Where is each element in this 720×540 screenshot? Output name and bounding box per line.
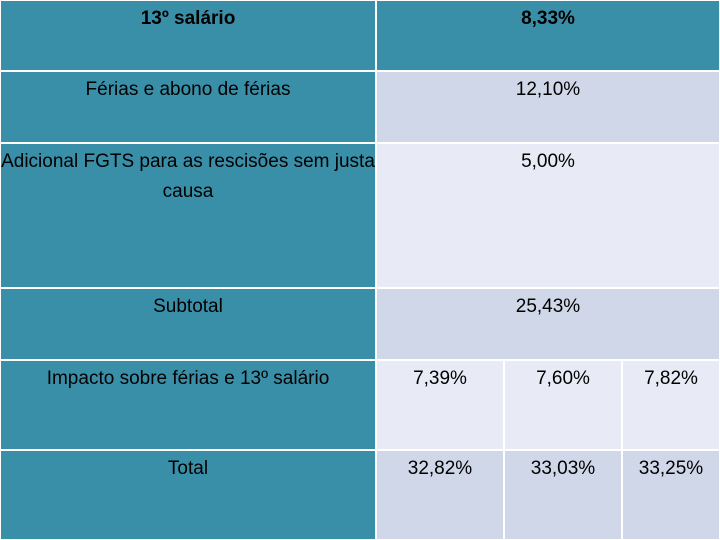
- row-value-impacto-2: 7,60%: [504, 360, 622, 450]
- row-value-fgts: 5,00%: [376, 143, 720, 288]
- row-value-ferias: 12,10%: [376, 71, 720, 143]
- row-value-total-1: 32,82%: [376, 450, 504, 540]
- row-value-13-salario: 8,33%: [376, 0, 720, 71]
- row-value-total-2: 33,03%: [504, 450, 622, 540]
- row-label-subtotal: Subtotal: [0, 288, 376, 360]
- row-value-total-3: 33,25%: [622, 450, 720, 540]
- row-label-impacto: Impacto sobre férias e 13º salário: [0, 360, 376, 450]
- row-label-ferias: Férias e abono de férias: [0, 71, 376, 143]
- row-label-total: Total: [0, 450, 376, 540]
- row-value-subtotal: 25,43%: [376, 288, 720, 360]
- row-label-fgts: Adicional FGTS para as rescisões sem jus…: [0, 143, 376, 288]
- row-value-impacto-3: 7,82%: [622, 360, 720, 450]
- row-label-13-salario: 13º salário: [0, 0, 376, 71]
- row-value-impacto-1: 7,39%: [376, 360, 504, 450]
